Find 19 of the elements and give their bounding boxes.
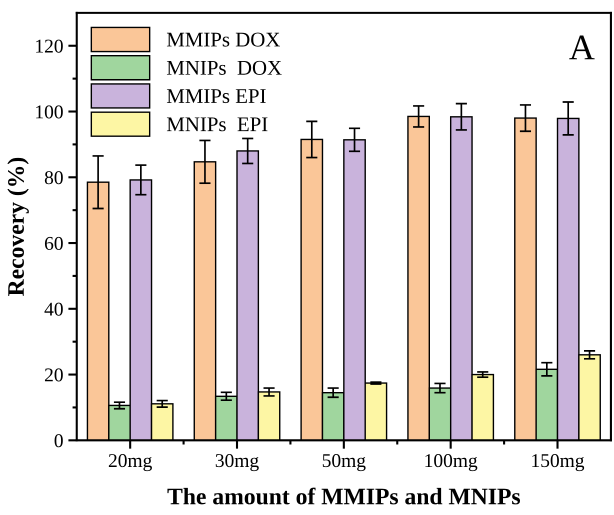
x-tick-label: 50mg (322, 454, 366, 472)
y-tick-label: 100 (36, 105, 63, 118)
y-tick-label: 60 (44, 236, 63, 250)
x-tick-label: 30mg (216, 454, 259, 472)
x-tick-label: 150mg (532, 454, 584, 472)
legend-label: MNIPs EPI (166, 117, 268, 132)
legend-label: MMIPs DOX (166, 32, 280, 47)
y-tick-label: 0 (54, 434, 63, 448)
y-tick-label: 120 (36, 40, 63, 53)
x-tick-label: 20mg (108, 454, 152, 472)
y-tick-label: 80 (44, 171, 63, 184)
y-tick-label: 20 (44, 368, 63, 382)
x-tick-label: 100mg (425, 454, 478, 472)
legend-label: MNIPs DOX (166, 60, 282, 75)
x-axis-title: The amount of MMIPs and MNIPs (167, 488, 520, 504)
y-axis-title: Recovery (%) (7, 158, 29, 296)
annotation: A (569, 35, 595, 60)
y-tick-label: 40 (44, 302, 63, 316)
legend-label: MMIPs EPI (166, 89, 266, 104)
